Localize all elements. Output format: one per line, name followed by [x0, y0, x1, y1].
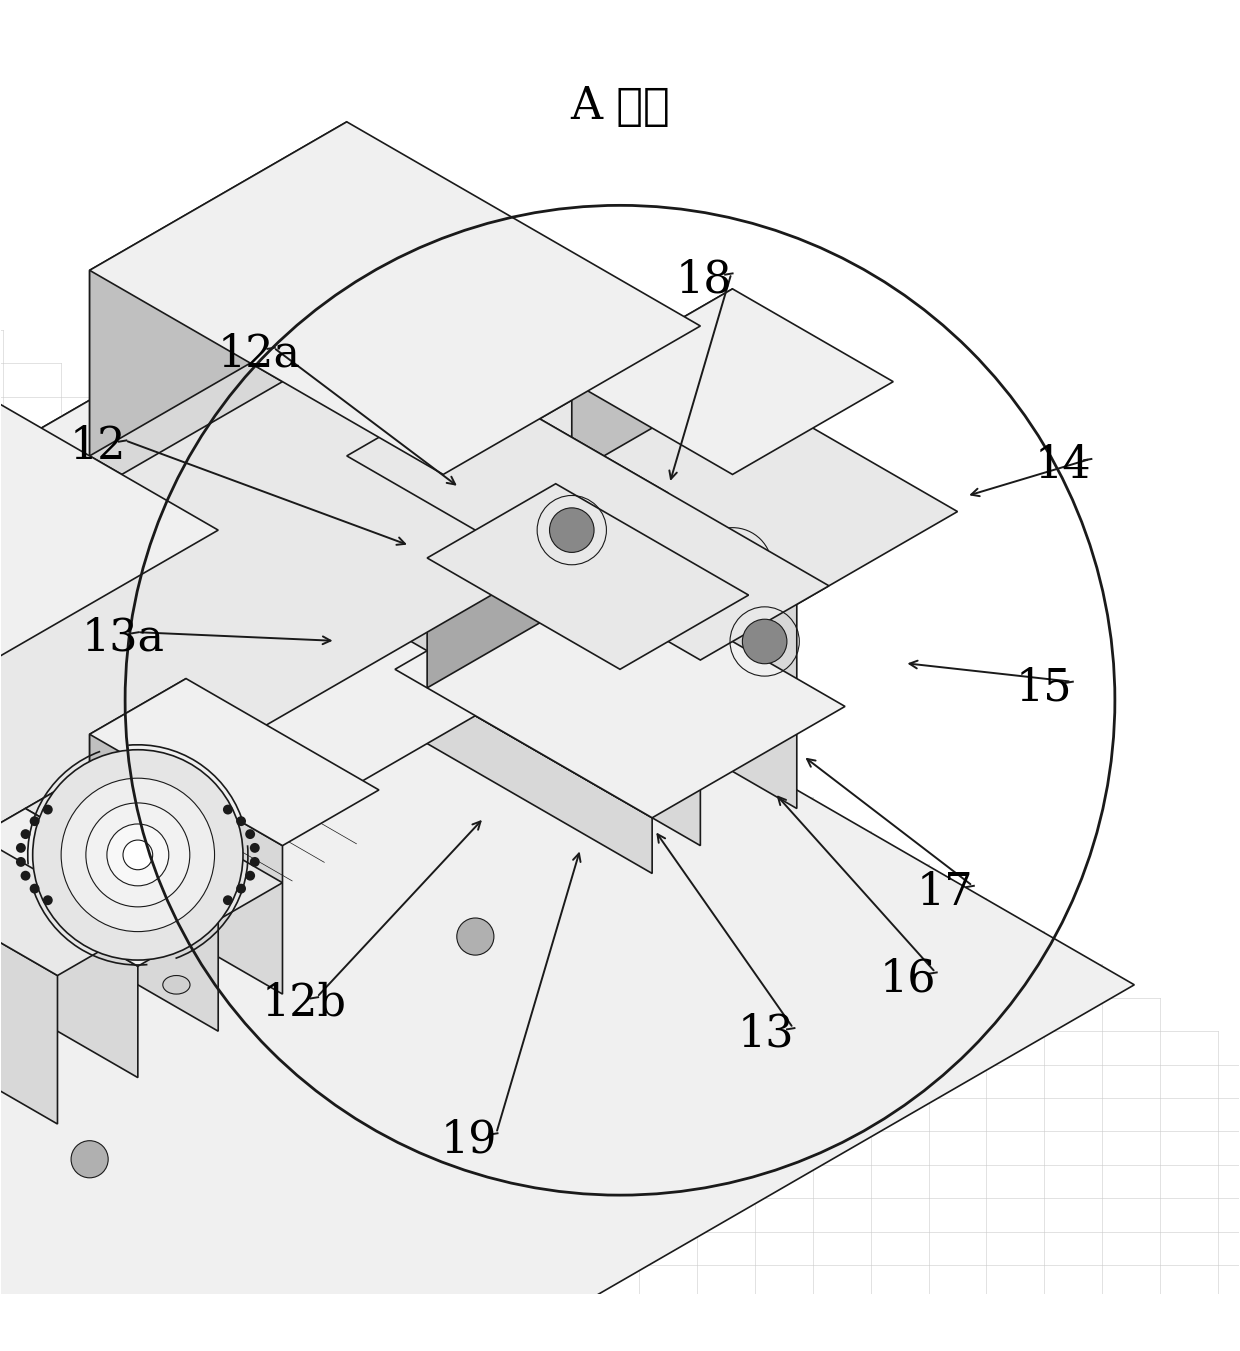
Polygon shape — [572, 289, 893, 474]
Polygon shape — [89, 678, 379, 846]
Circle shape — [236, 884, 246, 893]
Text: 17: 17 — [916, 870, 973, 913]
Ellipse shape — [162, 975, 190, 994]
Circle shape — [16, 857, 26, 867]
Circle shape — [100, 667, 175, 742]
Polygon shape — [0, 382, 347, 1086]
Polygon shape — [0, 390, 1135, 1351]
Polygon shape — [507, 345, 957, 604]
Polygon shape — [427, 558, 620, 800]
Text: 12b: 12b — [262, 982, 346, 1025]
Circle shape — [30, 816, 40, 825]
Polygon shape — [572, 289, 733, 474]
Polygon shape — [347, 455, 701, 846]
Polygon shape — [89, 678, 186, 882]
Polygon shape — [0, 390, 105, 1004]
Polygon shape — [0, 855, 138, 1078]
Circle shape — [107, 824, 169, 886]
Circle shape — [249, 857, 259, 867]
Polygon shape — [25, 771, 283, 920]
Text: 13: 13 — [738, 1013, 794, 1056]
Polygon shape — [0, 947, 170, 1351]
Text: 16: 16 — [880, 957, 936, 1000]
Circle shape — [21, 871, 31, 881]
Circle shape — [374, 509, 448, 584]
Text: 18: 18 — [676, 258, 733, 301]
Polygon shape — [507, 345, 668, 642]
Circle shape — [743, 619, 787, 663]
Text: 13a: 13a — [82, 617, 165, 661]
Polygon shape — [0, 808, 218, 966]
Circle shape — [246, 871, 255, 881]
Circle shape — [30, 884, 40, 893]
Circle shape — [32, 750, 243, 961]
Circle shape — [43, 896, 53, 905]
Polygon shape — [89, 270, 443, 661]
Polygon shape — [0, 865, 57, 1124]
Polygon shape — [396, 558, 588, 725]
Polygon shape — [396, 558, 844, 817]
Circle shape — [71, 1140, 108, 1178]
Circle shape — [246, 830, 255, 839]
Polygon shape — [347, 382, 475, 642]
Text: 14: 14 — [1034, 443, 1091, 486]
Polygon shape — [427, 484, 749, 669]
Polygon shape — [0, 808, 25, 966]
Circle shape — [167, 751, 205, 788]
Circle shape — [249, 843, 259, 852]
Circle shape — [123, 840, 153, 870]
Polygon shape — [396, 669, 652, 874]
Polygon shape — [0, 326, 668, 939]
Circle shape — [456, 917, 494, 955]
Polygon shape — [0, 817, 138, 975]
Polygon shape — [89, 122, 347, 455]
Circle shape — [86, 802, 190, 907]
Polygon shape — [89, 734, 283, 994]
Ellipse shape — [86, 931, 113, 950]
Polygon shape — [427, 484, 556, 688]
Text: 19: 19 — [440, 1117, 497, 1161]
Circle shape — [43, 805, 53, 815]
Circle shape — [61, 778, 215, 932]
Text: 12a: 12a — [218, 332, 301, 376]
Text: 15: 15 — [1016, 666, 1073, 709]
Circle shape — [223, 805, 233, 815]
Polygon shape — [572, 382, 733, 567]
Circle shape — [223, 896, 233, 905]
Circle shape — [16, 843, 26, 852]
Polygon shape — [25, 808, 218, 1031]
Polygon shape — [507, 438, 797, 808]
Polygon shape — [25, 771, 89, 920]
Circle shape — [21, 830, 31, 839]
Circle shape — [381, 254, 441, 316]
Polygon shape — [0, 382, 701, 1031]
Circle shape — [708, 543, 758, 592]
Polygon shape — [0, 326, 218, 697]
Circle shape — [236, 816, 246, 825]
Polygon shape — [89, 122, 701, 474]
Polygon shape — [347, 382, 828, 661]
Text: 12: 12 — [69, 426, 126, 469]
Text: A 放大: A 放大 — [570, 85, 670, 128]
Circle shape — [549, 508, 594, 553]
Polygon shape — [0, 326, 379, 846]
